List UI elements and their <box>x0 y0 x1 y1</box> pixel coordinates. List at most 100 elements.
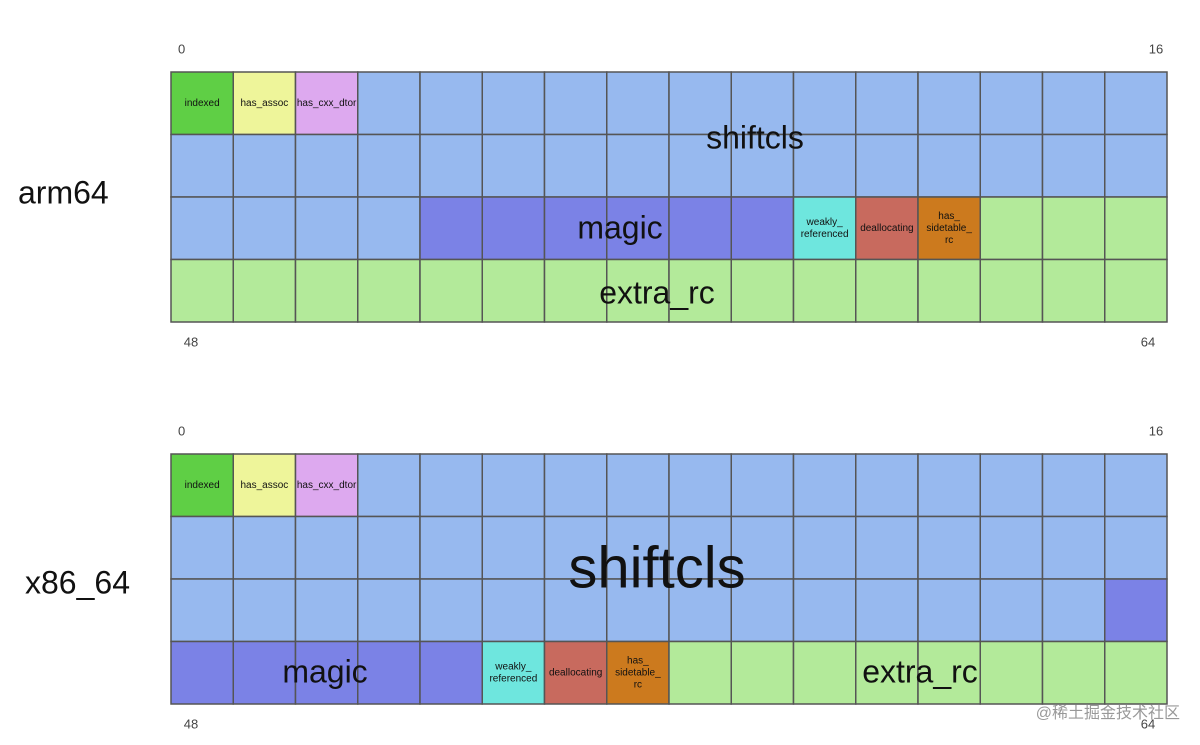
bit-cell <box>730 258 795 323</box>
bit-cell <box>170 133 234 198</box>
arch-label: x86_64 <box>25 564 130 600</box>
bit-cell <box>357 258 421 323</box>
bit-cell <box>979 133 1044 198</box>
bit-cell <box>1104 133 1168 198</box>
bit-cell <box>730 196 795 261</box>
field-label: deallocating <box>549 667 602 678</box>
bit-number: 16 <box>1149 423 1163 438</box>
bit-cell <box>730 640 795 705</box>
field-label: has_cxx_dtor <box>297 480 357 491</box>
bit-cell <box>543 133 608 198</box>
field-label: has_ <box>627 655 649 666</box>
bit-cell <box>855 515 919 580</box>
bit-cell <box>232 515 297 580</box>
bit-cell <box>232 258 297 323</box>
field-label: sidetable_ <box>615 667 661 678</box>
bit-cell <box>419 258 483 323</box>
bit-cell <box>543 578 608 643</box>
bit-number: 48 <box>184 716 198 731</box>
bit-cell <box>855 258 919 323</box>
watermark: @稀土掘金技术社区 <box>1036 704 1180 722</box>
bit-cell <box>606 453 670 518</box>
field-label: rc <box>634 679 642 690</box>
bit-cell <box>1104 578 1168 643</box>
field-label: has_ <box>938 211 960 222</box>
bit-cell <box>232 578 297 643</box>
bit-cell <box>232 196 297 261</box>
bit-cell <box>1041 258 1106 323</box>
bit-cell <box>917 578 981 643</box>
bit-cell <box>979 196 1044 261</box>
bit-cell <box>294 258 359 323</box>
bit-cell <box>481 453 546 518</box>
bit-cell <box>1041 133 1106 198</box>
bit-cell <box>855 71 919 136</box>
bit-cell <box>481 196 546 261</box>
bit-cell <box>979 515 1044 580</box>
bit-cell <box>917 453 981 518</box>
bit-cell <box>979 578 1044 643</box>
bit-cell <box>481 258 546 323</box>
bit-number: 16 <box>1149 41 1163 56</box>
bit-cell <box>792 640 857 705</box>
field-label: indexed <box>185 480 220 491</box>
bit-cell <box>979 71 1044 136</box>
bit-cell <box>543 640 608 705</box>
bit-cell <box>1104 258 1168 323</box>
arch-label: arm64 <box>18 174 109 210</box>
bit-cell <box>730 133 795 198</box>
bit-cell <box>606 133 670 198</box>
field-label: weakly_ <box>494 661 532 672</box>
field-label: referenced <box>801 229 849 240</box>
bit-cell <box>170 515 234 580</box>
bit-cell <box>1104 515 1168 580</box>
bit-cell <box>1041 453 1106 518</box>
bit-cell <box>357 515 421 580</box>
bit-cell <box>1104 71 1168 136</box>
field-label: magic <box>577 209 662 245</box>
bit-cell <box>606 578 670 643</box>
bit-cell <box>979 453 1044 518</box>
bit-number: 48 <box>184 334 198 349</box>
bit-cell <box>543 453 608 518</box>
bit-cell <box>294 196 359 261</box>
bit-cell <box>792 71 857 136</box>
bit-cell <box>917 258 981 323</box>
bit-cell <box>419 640 483 705</box>
field-label: sidetable_ <box>926 223 972 234</box>
field-label: rc <box>945 235 953 246</box>
bit-cell <box>294 515 359 580</box>
bit-number: 64 <box>1141 716 1155 731</box>
bit-number: 0 <box>178 423 185 438</box>
bit-cell <box>232 133 297 198</box>
bit-cell <box>730 578 795 643</box>
bit-cell <box>419 453 483 518</box>
bit-cell <box>792 578 857 643</box>
bit-cell <box>481 515 546 580</box>
bit-cell <box>232 453 297 518</box>
bit-cell <box>1104 196 1168 261</box>
bit-cell <box>668 258 732 323</box>
field-label: extra_rc <box>862 653 978 689</box>
bit-cell <box>606 71 670 136</box>
bit-cell <box>917 133 981 198</box>
bit-cell <box>1104 640 1168 705</box>
bit-cell <box>481 133 546 198</box>
bit-cell <box>855 133 919 198</box>
bit-cell <box>1041 71 1106 136</box>
bit-cell <box>357 133 421 198</box>
bit-cell <box>294 578 359 643</box>
bit-cell <box>792 453 857 518</box>
bit-cell <box>1041 515 1106 580</box>
bit-cell <box>543 71 608 136</box>
bit-cell <box>979 258 1044 323</box>
bit-number: 64 <box>1141 334 1155 349</box>
bit-cell <box>419 133 483 198</box>
bit-cell <box>170 640 234 705</box>
bit-cell <box>855 640 919 705</box>
bit-cell <box>979 640 1044 705</box>
bit-cell <box>170 578 234 643</box>
field-label: has_cxx_dtor <box>297 98 357 109</box>
field-label: referenced <box>489 673 537 684</box>
bit-cell <box>855 453 919 518</box>
